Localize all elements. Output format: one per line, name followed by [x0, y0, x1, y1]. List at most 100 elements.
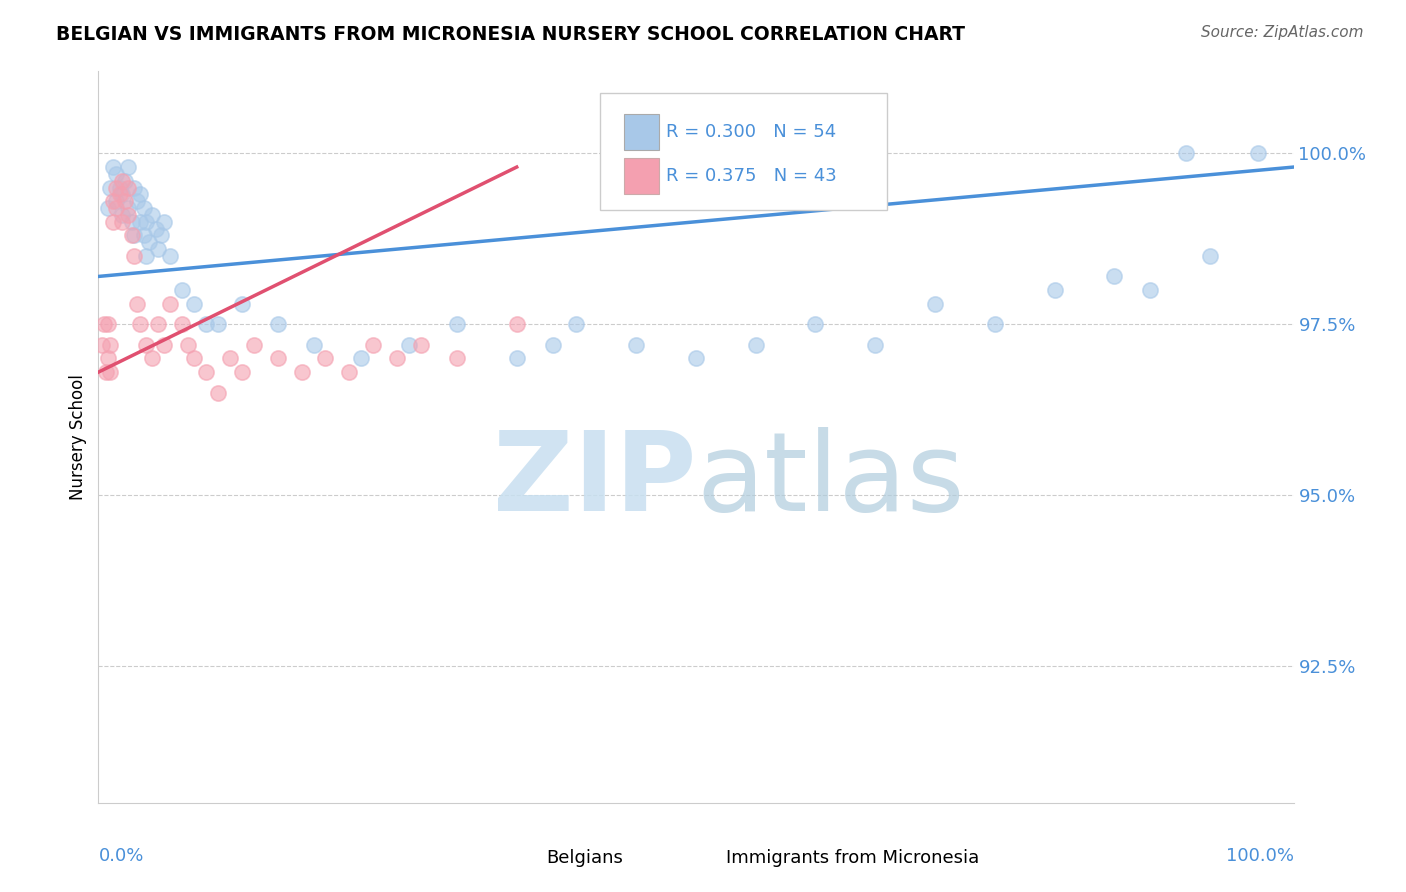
- Point: [105, 180, 128, 194]
- Point: [177, 338, 200, 352]
- Point: [1247, 146, 1270, 161]
- Point: [231, 297, 253, 311]
- Point: [97, 201, 120, 215]
- Point: [124, 249, 146, 263]
- FancyBboxPatch shape: [600, 94, 887, 211]
- Point: [1175, 146, 1198, 161]
- Point: [924, 297, 946, 311]
- Point: [1104, 269, 1126, 284]
- Point: [117, 208, 139, 222]
- Point: [129, 318, 152, 332]
- Point: [385, 351, 409, 366]
- Point: [108, 180, 131, 194]
- Point: [105, 201, 128, 215]
- Point: [1043, 283, 1066, 297]
- Point: [506, 318, 529, 332]
- Point: [94, 365, 117, 379]
- Point: [745, 338, 768, 352]
- Point: [98, 365, 122, 379]
- Point: [117, 201, 139, 215]
- Text: R = 0.300   N = 54: R = 0.300 N = 54: [666, 123, 837, 141]
- Text: 0.0%: 0.0%: [98, 847, 143, 864]
- Point: [138, 235, 160, 250]
- Point: [363, 338, 385, 352]
- Point: [132, 228, 155, 243]
- Point: [804, 318, 827, 332]
- Point: [231, 365, 253, 379]
- Point: [207, 385, 229, 400]
- Point: [195, 318, 218, 332]
- Point: [411, 338, 433, 352]
- FancyBboxPatch shape: [682, 843, 720, 872]
- Point: [105, 194, 128, 209]
- Point: [101, 215, 124, 229]
- Point: [111, 208, 134, 222]
- Point: [105, 167, 128, 181]
- Point: [159, 297, 181, 311]
- Point: [97, 318, 120, 332]
- Y-axis label: Nursery School: Nursery School: [69, 374, 87, 500]
- Point: [339, 365, 361, 379]
- Point: [141, 208, 163, 222]
- Point: [111, 215, 134, 229]
- Point: [135, 338, 157, 352]
- Text: ZIP: ZIP: [492, 427, 696, 534]
- Point: [153, 338, 176, 352]
- Point: [183, 297, 205, 311]
- Point: [153, 215, 176, 229]
- Point: [91, 338, 114, 352]
- Point: [129, 187, 152, 202]
- Point: [541, 338, 564, 352]
- Text: R = 0.375   N = 43: R = 0.375 N = 43: [666, 167, 837, 185]
- Point: [183, 351, 205, 366]
- Point: [302, 338, 325, 352]
- FancyBboxPatch shape: [624, 158, 659, 194]
- Point: [315, 351, 337, 366]
- Point: [148, 242, 170, 256]
- Text: Belgians: Belgians: [547, 848, 623, 867]
- Point: [111, 174, 134, 188]
- Point: [98, 338, 122, 352]
- Point: [121, 215, 143, 229]
- Point: [243, 338, 266, 352]
- Point: [398, 338, 420, 352]
- Point: [101, 194, 124, 209]
- Text: Immigrants from Micronesia: Immigrants from Micronesia: [725, 848, 979, 867]
- Point: [97, 351, 120, 366]
- Point: [1199, 249, 1222, 263]
- Point: [446, 351, 468, 366]
- Point: [506, 351, 529, 366]
- FancyBboxPatch shape: [502, 843, 541, 872]
- Point: [124, 228, 146, 243]
- Point: [125, 297, 148, 311]
- Point: [108, 187, 131, 202]
- Point: [626, 338, 648, 352]
- Text: Source: ZipAtlas.com: Source: ZipAtlas.com: [1201, 25, 1364, 40]
- Point: [114, 194, 136, 209]
- Point: [149, 228, 172, 243]
- Point: [101, 160, 124, 174]
- FancyBboxPatch shape: [624, 114, 659, 150]
- Point: [565, 318, 588, 332]
- Point: [865, 338, 887, 352]
- Point: [129, 215, 152, 229]
- Text: atlas: atlas: [696, 427, 965, 534]
- Point: [121, 228, 143, 243]
- Point: [446, 318, 468, 332]
- Point: [124, 180, 146, 194]
- Point: [132, 201, 155, 215]
- Point: [685, 351, 707, 366]
- Point: [172, 318, 194, 332]
- Point: [93, 318, 115, 332]
- Point: [135, 249, 157, 263]
- Point: [159, 249, 181, 263]
- Point: [267, 318, 290, 332]
- Point: [125, 194, 148, 209]
- Point: [291, 365, 314, 379]
- Point: [135, 215, 157, 229]
- Point: [267, 351, 290, 366]
- Point: [1139, 283, 1161, 297]
- Point: [350, 351, 373, 366]
- Point: [984, 318, 1007, 332]
- Point: [207, 318, 229, 332]
